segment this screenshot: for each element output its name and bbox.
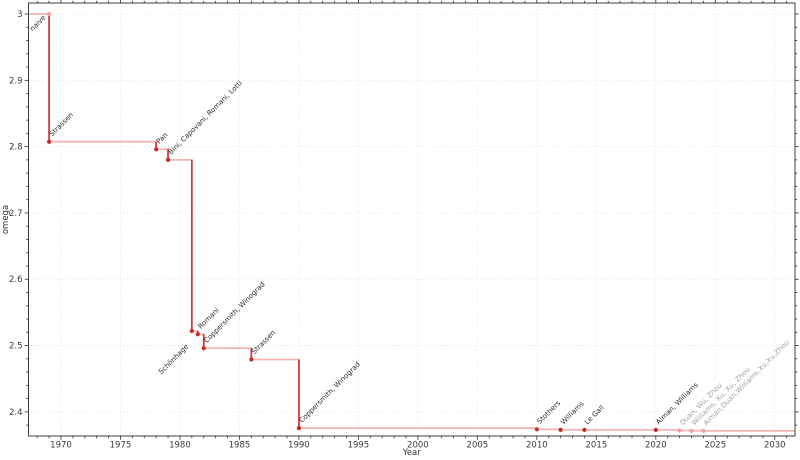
- point-label: Williams, Xu, Xu, Zhou: [690, 366, 752, 428]
- point-label: Schönhage: [157, 343, 190, 376]
- x-axis-title: Year: [402, 448, 422, 458]
- data-point: [558, 427, 563, 432]
- y-tick-label: 3: [17, 10, 22, 20]
- point-label: Le Gall: [583, 404, 606, 427]
- point-label: Strassen: [48, 111, 75, 138]
- y-axis-title: omega: [1, 205, 11, 234]
- data-point: [653, 427, 658, 432]
- step-line: [28, 13, 795, 432]
- y-tick-label: 2.4: [9, 408, 23, 418]
- data-point: [677, 428, 682, 433]
- data-point: [154, 147, 159, 152]
- data-point: [689, 428, 694, 433]
- x-tick-label: 2020: [645, 441, 667, 451]
- x-tick-label: 2025: [704, 441, 726, 451]
- data-point: [701, 428, 706, 433]
- x-tick-label: 1980: [169, 441, 191, 451]
- data-point: [534, 427, 539, 432]
- point-label: Strassen: [250, 329, 277, 356]
- x-tick-label: 2030: [764, 441, 786, 451]
- x-tick-label: 1970: [50, 441, 72, 451]
- point-label: naive: [28, 14, 47, 33]
- x-tick-label: 1975: [110, 441, 132, 451]
- data-point: [189, 328, 194, 334]
- y-tick-label: 2.9: [9, 76, 23, 86]
- x-tick-label: 1985: [229, 441, 251, 451]
- point-label: Williams: [559, 400, 586, 427]
- data-point: [195, 332, 200, 337]
- tick-labels: 1970 1975 1980 1985 1990 1995 2000 2005 2010 2015…: [9, 10, 786, 450]
- y-tick-label: 2.7: [9, 209, 23, 219]
- point-label: Stothers: [536, 399, 563, 426]
- data-point: [582, 427, 587, 432]
- data-point: [46, 139, 52, 144]
- point-label: Bini, Capovani, Romani, Lotti: [167, 79, 244, 156]
- axes-frame: [28, 2, 796, 437]
- axis-ticks: [24, 0, 799, 440]
- axis-titles: Year omega: [1, 205, 421, 458]
- y-tick-label: 2.6: [9, 275, 23, 285]
- data-point: [201, 346, 206, 351]
- x-tick-label: 1995: [348, 441, 370, 451]
- data-point: [249, 357, 254, 362]
- point-label: Pan: [155, 131, 170, 146]
- x-tick-label: 2000: [407, 441, 429, 451]
- data-point: [165, 157, 171, 162]
- data-point: [296, 426, 302, 431]
- x-tick-label: 2005: [467, 441, 489, 451]
- grid-lines: [28, 3, 795, 436]
- x-tick-label: 1990: [288, 441, 310, 451]
- y-tick-label: 2.8: [9, 143, 23, 153]
- x-tick-label: 2010: [526, 441, 548, 451]
- data-point: [46, 11, 52, 17]
- x-tick-label: 2015: [586, 441, 608, 451]
- data-points: [46, 11, 706, 433]
- drop-segments: [48, 14, 705, 431]
- y-tick-label: 2.5: [9, 342, 23, 352]
- point-label: Coppersmith, Winograd: [298, 360, 362, 424]
